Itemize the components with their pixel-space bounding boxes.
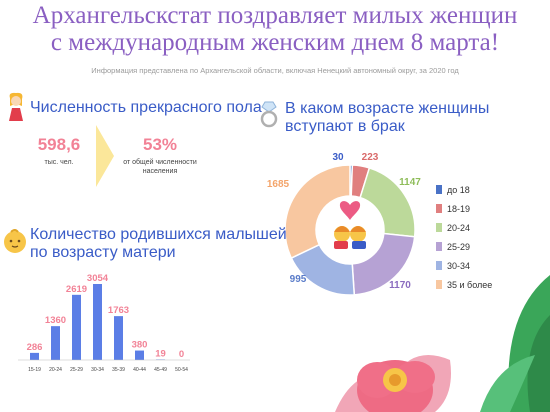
bar-35-39 bbox=[114, 316, 123, 360]
donut-value-label: 1170 bbox=[389, 280, 411, 291]
bar-category-label: 25-29 bbox=[70, 367, 83, 373]
legend-swatch bbox=[436, 185, 442, 194]
donut-value-label: 30 bbox=[332, 152, 344, 163]
bar-value-label: 1360 bbox=[45, 315, 66, 326]
page-title: Архангельскстат поздравляет милых женщин… bbox=[0, 2, 550, 56]
legend-label: 35 и более bbox=[447, 279, 493, 290]
births-title-line-2: по возрасту матери bbox=[30, 244, 176, 261]
births-title: Количество родившихся малышей по возраст… bbox=[30, 226, 287, 262]
share-caption-line-2: населения bbox=[142, 168, 178, 175]
bar-value-label: 380 bbox=[132, 340, 148, 351]
bar-40-44 bbox=[135, 350, 144, 360]
women-share-value: 53% bbox=[142, 135, 178, 154]
bar-category-label: 35-39 bbox=[112, 367, 125, 373]
bar-category-label: 50-54 bbox=[175, 367, 188, 373]
page-subtitle: Информация представлена по Архангельской… bbox=[91, 66, 459, 75]
legend-swatch bbox=[436, 204, 442, 213]
bar-value-label: 19 bbox=[155, 349, 166, 360]
legend-item: 20-24 bbox=[436, 218, 546, 237]
bar-15-19 bbox=[30, 352, 39, 360]
legend-swatch bbox=[436, 242, 442, 251]
women-count-value: 598,6 bbox=[37, 135, 81, 154]
legend-label: до 18 bbox=[447, 184, 470, 195]
legend-label: 25-29 bbox=[447, 241, 471, 252]
women-count-unit: тыс. чел. bbox=[44, 159, 74, 166]
legend-label: 30-34 bbox=[447, 260, 471, 271]
legend-swatch bbox=[436, 223, 442, 232]
woman-icon bbox=[9, 92, 23, 121]
legend-swatch bbox=[436, 280, 442, 289]
donut-value-label: 1685 bbox=[267, 179, 290, 190]
donut-value-label: 1147 bbox=[399, 177, 421, 188]
title-line-2: с международным женским днем 8 марта! bbox=[50, 29, 500, 56]
donut-value-label: 223 bbox=[362, 152, 379, 163]
marriage-title-line-2: вступают в брак bbox=[285, 118, 405, 135]
bar-category-label: 15-19 bbox=[28, 367, 41, 373]
ring-icon bbox=[260, 101, 278, 128]
bar-30-34 bbox=[93, 284, 102, 360]
baby-icon bbox=[4, 229, 26, 253]
bar-value-label: 1763 bbox=[108, 305, 129, 316]
bar-category-label: 45-49 bbox=[154, 367, 167, 373]
bar-20-24 bbox=[51, 326, 60, 360]
bar-category-label: 40-44 bbox=[133, 367, 146, 373]
births-bar-chart: 286 15-19 1360 20-24 2619 25-29 3054 30-34 1763 3… bbox=[18, 273, 190, 373]
legend-item: 30-34 bbox=[436, 256, 546, 275]
bar-value-label: 286 bbox=[27, 342, 43, 353]
legend-item: 18-19 bbox=[436, 199, 546, 218]
legend-item: 25-29 bbox=[436, 237, 546, 256]
bar-value-label: 2619 bbox=[66, 284, 87, 295]
bar-25-29 bbox=[72, 294, 81, 360]
share-caption-line-1: от общей численности bbox=[123, 159, 197, 166]
bar-value-label: 0 bbox=[179, 349, 184, 360]
title-line-1: Архангельскстат поздравляет милых женщин bbox=[32, 2, 518, 29]
couple-icon bbox=[334, 201, 366, 249]
legend-label: 18-19 bbox=[447, 203, 471, 214]
legend-label: 20-24 bbox=[447, 222, 471, 233]
bar-category-label: 20-24 bbox=[49, 367, 62, 373]
births-title-line-1: Количество родившихся малышей bbox=[30, 226, 287, 243]
bar-category-label: 30-34 bbox=[91, 367, 104, 373]
bar-value-label: 3054 bbox=[87, 273, 109, 284]
legend-swatch bbox=[436, 261, 442, 270]
women-share-caption: от общей численности населения bbox=[112, 158, 208, 176]
flower-decoration bbox=[335, 355, 451, 412]
arrow-icon bbox=[96, 125, 114, 187]
marriage-donut-chart: 30 223 1147 1170 995 1685 bbox=[267, 152, 421, 296]
legend-item: 35 и более bbox=[436, 275, 546, 294]
legend-item: до 18 bbox=[436, 180, 546, 199]
marriage-title-line-1: В каком возрасте женщины bbox=[285, 100, 490, 117]
population-title: Численность прекрасного пола bbox=[30, 99, 262, 116]
donut-slice-35 и более bbox=[284, 164, 351, 260]
donut-value-label: 995 bbox=[290, 274, 307, 285]
leaves-decoration bbox=[480, 275, 550, 412]
donut-legend: до 18 18-19 20-24 25-29 30-34 35 и более bbox=[436, 180, 546, 294]
marriage-title: В каком возрасте женщины вступают в брак bbox=[285, 100, 489, 136]
